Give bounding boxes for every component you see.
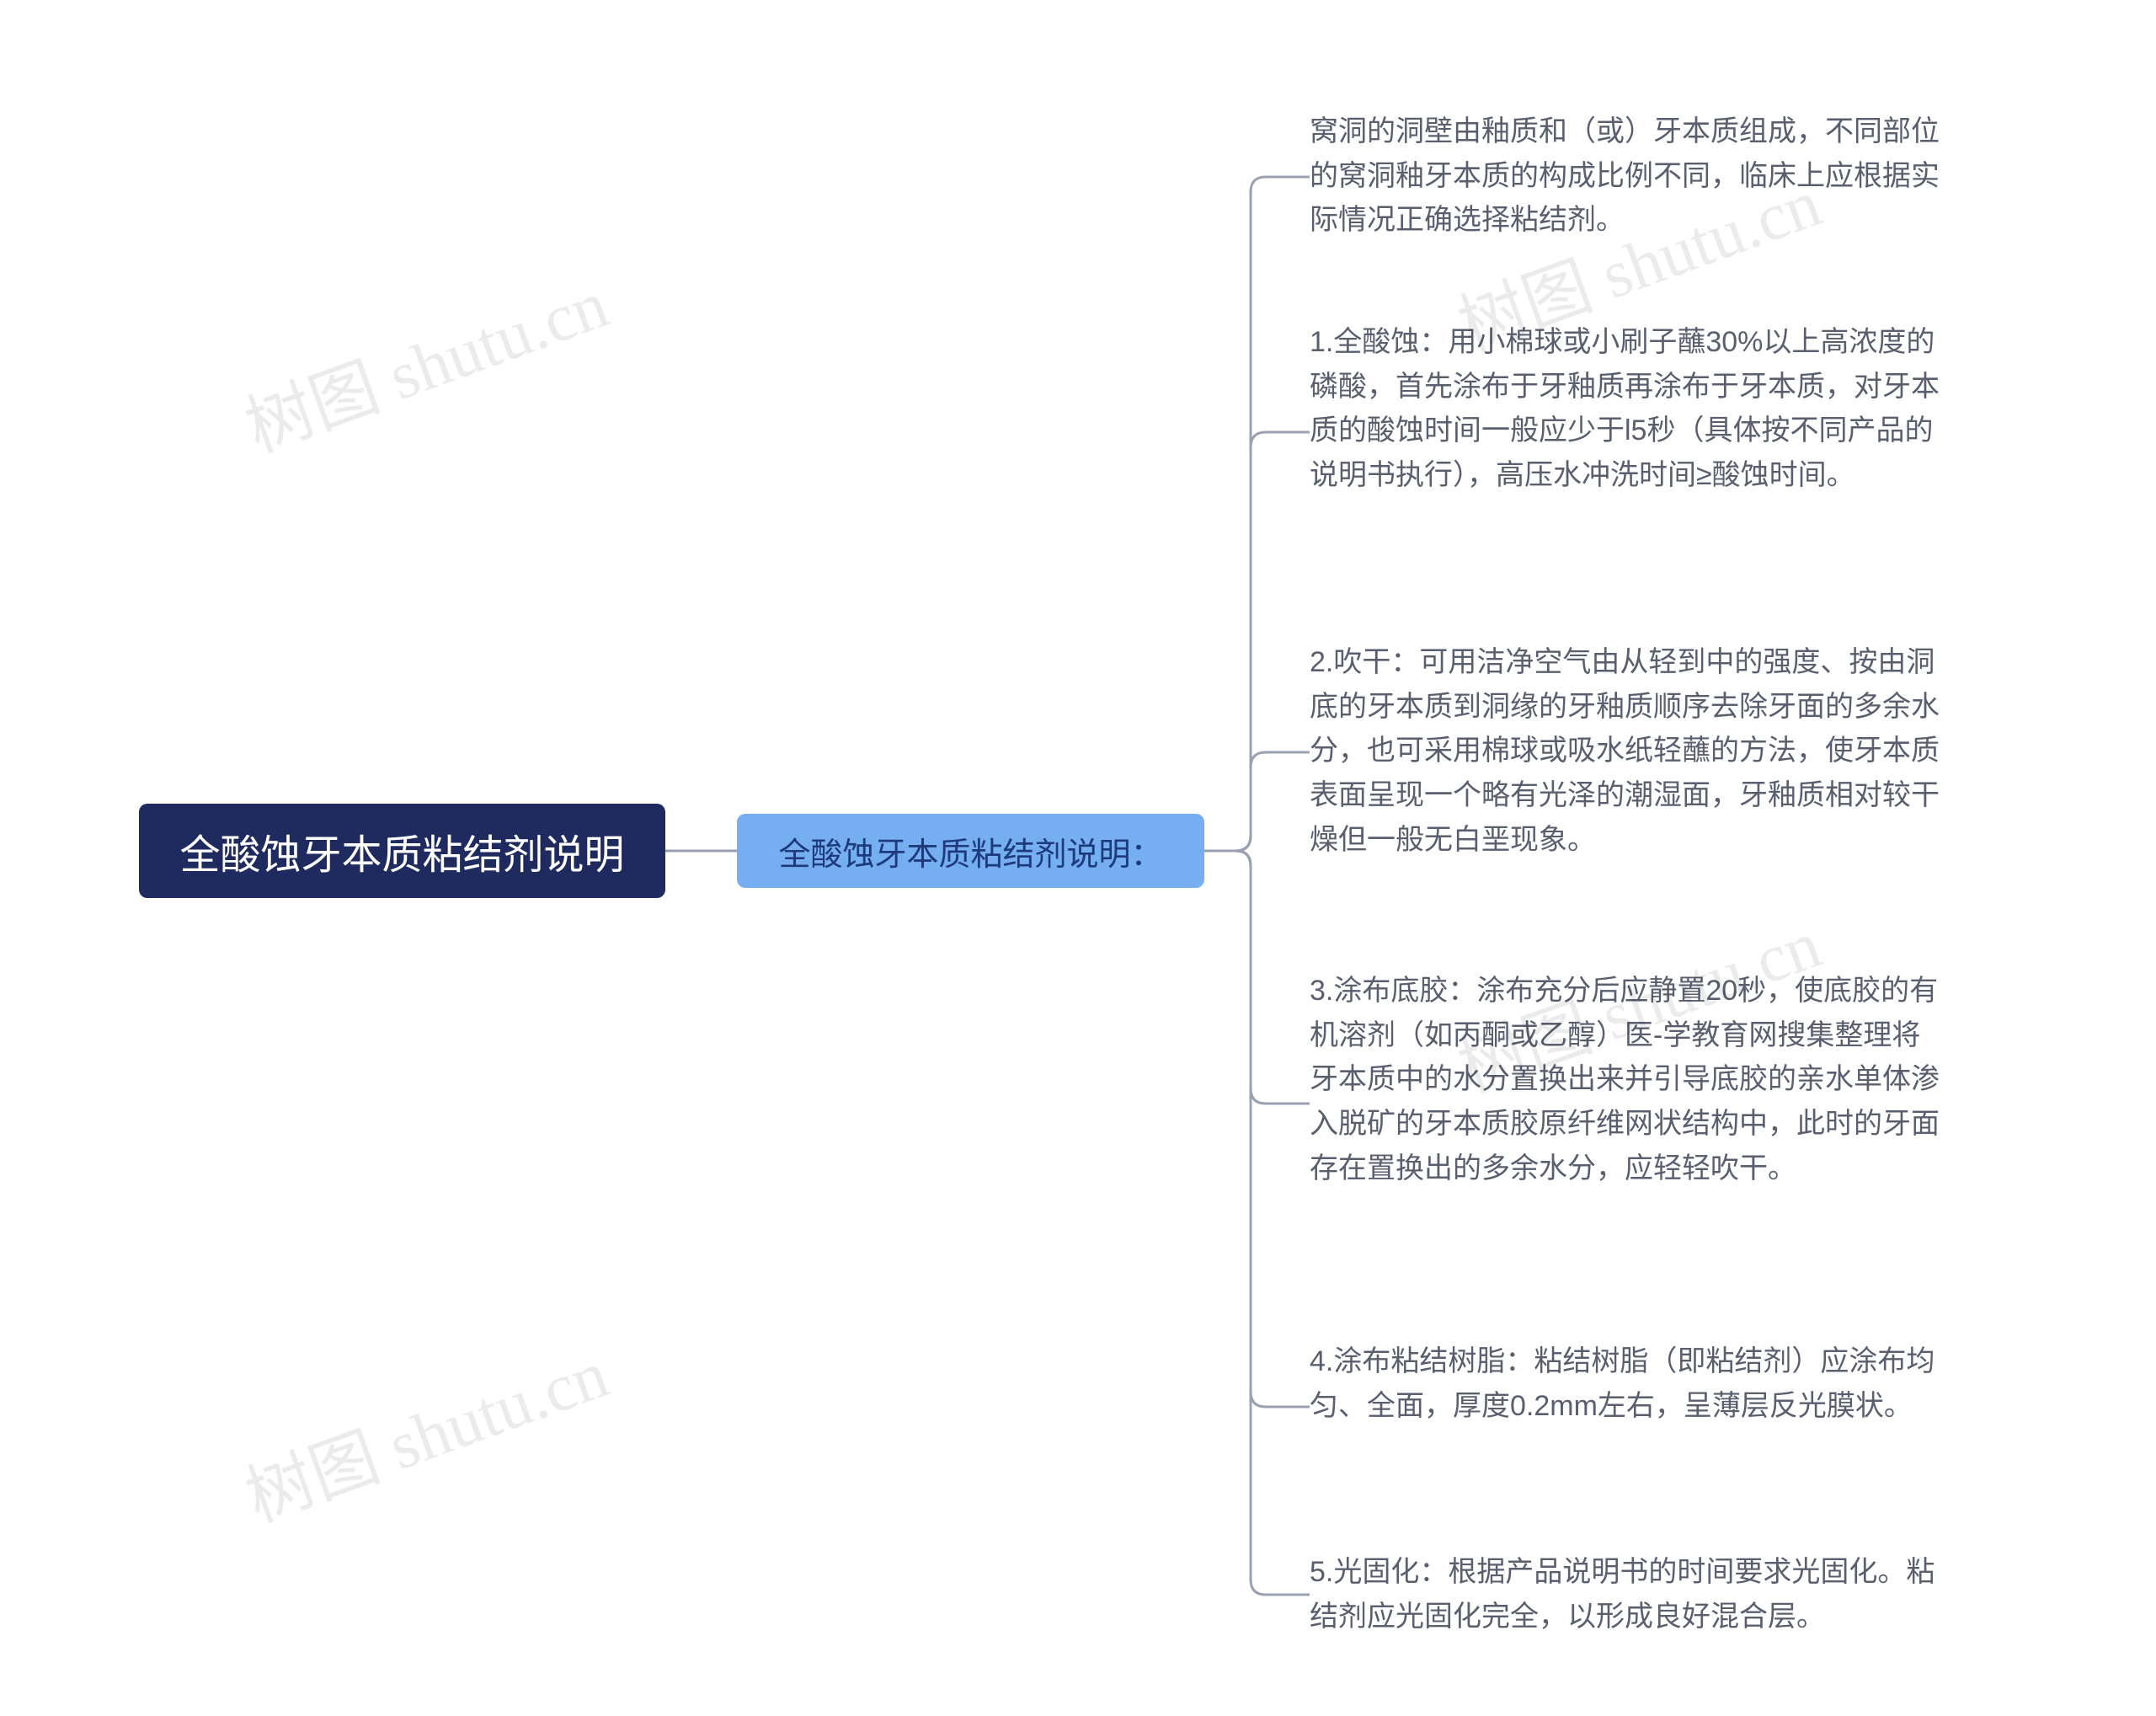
watermark: 树图 shutu.cn: [231, 1320, 619, 1542]
sub-node[interactable]: 全酸蚀牙本质粘结剂说明：: [737, 814, 1204, 888]
leaf-node-5[interactable]: 5.光固化：根据产品说明书的时间要求光固化。粘结剂应光固化完全，以形成良好混合层…: [1310, 1550, 1945, 1638]
watermark: 树图 shutu.cn: [231, 250, 619, 472]
leaf-node-2[interactable]: 2.吹干：可用洁净空气由从轻到中的强度、按由洞底的牙本质到洞缘的牙釉质顺序去除牙…: [1310, 640, 1945, 862]
leaf-node-1[interactable]: 1.全酸蚀：用小棉球或小刷子蘸30%以上高浓度的磷酸，首先涂布于牙釉质再涂布于牙…: [1310, 320, 1945, 498]
leaf-node-3[interactable]: 3.涂布底胶：涂布充分后应静置20秒，使底胶的有机溶剂（如丙酮或乙醇）医-学教育…: [1310, 969, 1945, 1190]
root-node[interactable]: 全酸蚀牙本质粘结剂说明: [139, 804, 665, 898]
leaf-node-4[interactable]: 4.涂布粘结树脂：粘结树脂（即粘结剂）应涂布均匀、全面，厚度0.2mm左右，呈薄…: [1310, 1339, 1945, 1428]
leaf-node-0[interactable]: 窝洞的洞壁由釉质和（或）牙本质组成，不同部位的窝洞釉牙本质的构成比例不同，临床上…: [1310, 110, 1945, 243]
